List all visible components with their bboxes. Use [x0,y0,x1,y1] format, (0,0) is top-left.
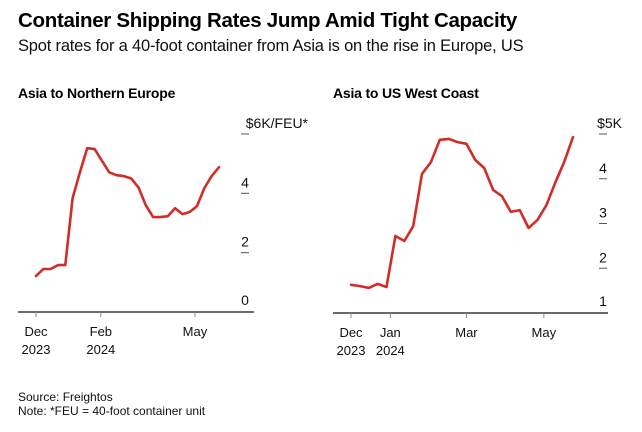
left-series-line [34,146,221,278]
right-ytick-label: $5K [597,115,623,131]
left-ytick-label: 2 [241,234,249,250]
right-xtick-year-label: 2023 [337,343,366,358]
source-note: Source: Freightos [18,390,113,404]
right-ytick-label: 1 [599,293,607,309]
left-xtick-year-label: 2023 [22,342,51,357]
footnote: Note: *FEU = 40-foot container unit [18,404,206,418]
right-series-line [349,135,575,290]
left-ytick-label: 4 [241,174,249,190]
left-chart-title: Asia to Northern Europe [18,85,176,101]
chart-subtitle: Spot rates for a 40-foot container from … [18,37,524,55]
right-ytick-label: 4 [599,160,607,176]
left-ytick-label: 0 [241,292,249,308]
chart-headline: Container Shipping Rates Jump Amid Tight… [18,9,517,32]
right-ytick-label: 2 [599,249,607,265]
right-xtick-label: Jan [380,325,401,340]
right-chart-title: Asia to US West Coast [333,85,479,101]
right-ytick-label: 3 [599,205,607,221]
left-ytick-label: $6K/FEU* [246,115,309,131]
right-xtick-year-label: 2024 [376,343,405,358]
right-xtick-label: Dec [339,325,363,340]
right-xtick-label: Mar [455,325,478,340]
left-xtick-label: Feb [90,324,112,339]
right-xtick-label: May [532,325,557,340]
left-xtick-label: Dec [24,324,48,339]
left-xtick-label: May [183,324,208,339]
left-xtick-year-label: 2024 [86,342,115,357]
